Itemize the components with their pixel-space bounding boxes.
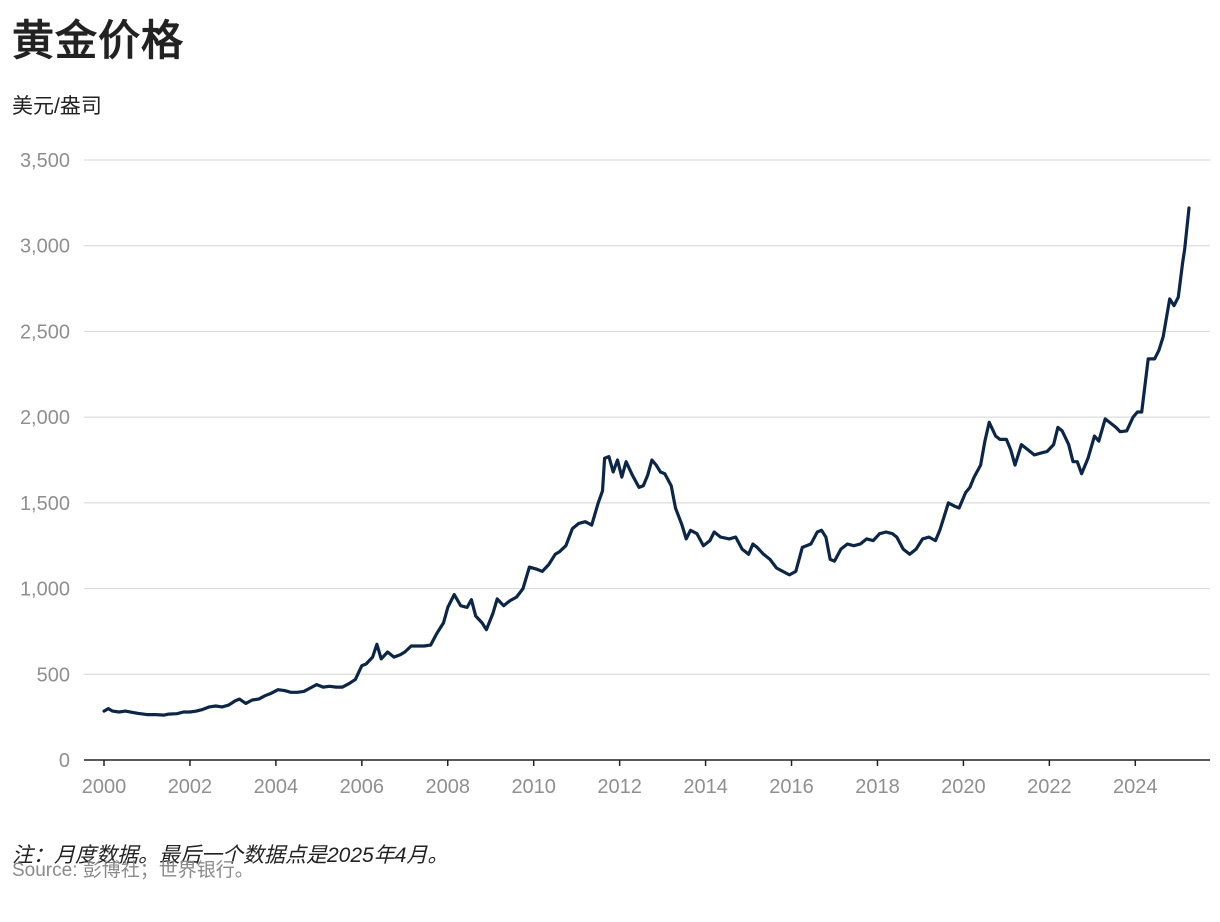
- x-tick-label: 2018: [855, 776, 900, 798]
- x-tick-label: 2012: [597, 776, 642, 798]
- x-axis-ticks: 2000 2002 2004 2006 2008 2010 2012 2014 2016 2018…: [82, 760, 1158, 798]
- x-tick-label: 2024: [1113, 776, 1158, 798]
- y-tick-label: 2,500: [20, 321, 70, 343]
- source-text: 彭博社；世界银行。: [82, 860, 254, 881]
- y-tick-label: 500: [37, 664, 70, 686]
- y-tick-label: 0: [59, 750, 70, 772]
- series-line-gold-price: [102, 206, 1191, 717]
- source-credit: Source: 彭博社；世界银行。: [12, 861, 254, 880]
- x-tick-label: 2004: [254, 776, 299, 798]
- y-tick-label: 3,000: [20, 236, 70, 258]
- x-tick-label: 2000: [82, 776, 127, 798]
- gridlines: [84, 159, 1210, 675]
- x-tick-label: 2022: [1027, 776, 1072, 798]
- x-tick-label: 2006: [340, 776, 385, 798]
- x-tick-label: 2008: [426, 776, 471, 798]
- source-label: Source:: [12, 860, 78, 881]
- y-tick-label: 1,500: [20, 493, 70, 515]
- chart-footnote: 注：月度数据。最后一个数据点是2025年4月。: [12, 844, 449, 867]
- y-axis-unit-label: 美元/盎司: [12, 95, 102, 118]
- y-tick-label: 3,500: [20, 150, 70, 172]
- chart-title: 黄金价格: [12, 17, 185, 64]
- y-tick-label: 2,000: [20, 407, 70, 429]
- x-tick-label: 2010: [511, 776, 556, 798]
- y-axis-ticks: 0 500 1,000 1,500 2,000 2,500 3,000 3,500: [20, 150, 70, 772]
- x-tick-label: 2014: [683, 776, 728, 798]
- x-tick-label: 2016: [769, 776, 814, 798]
- x-tick-label: 2020: [941, 776, 986, 798]
- y-tick-label: 1,000: [20, 579, 70, 601]
- x-tick-label: 2002: [168, 776, 213, 798]
